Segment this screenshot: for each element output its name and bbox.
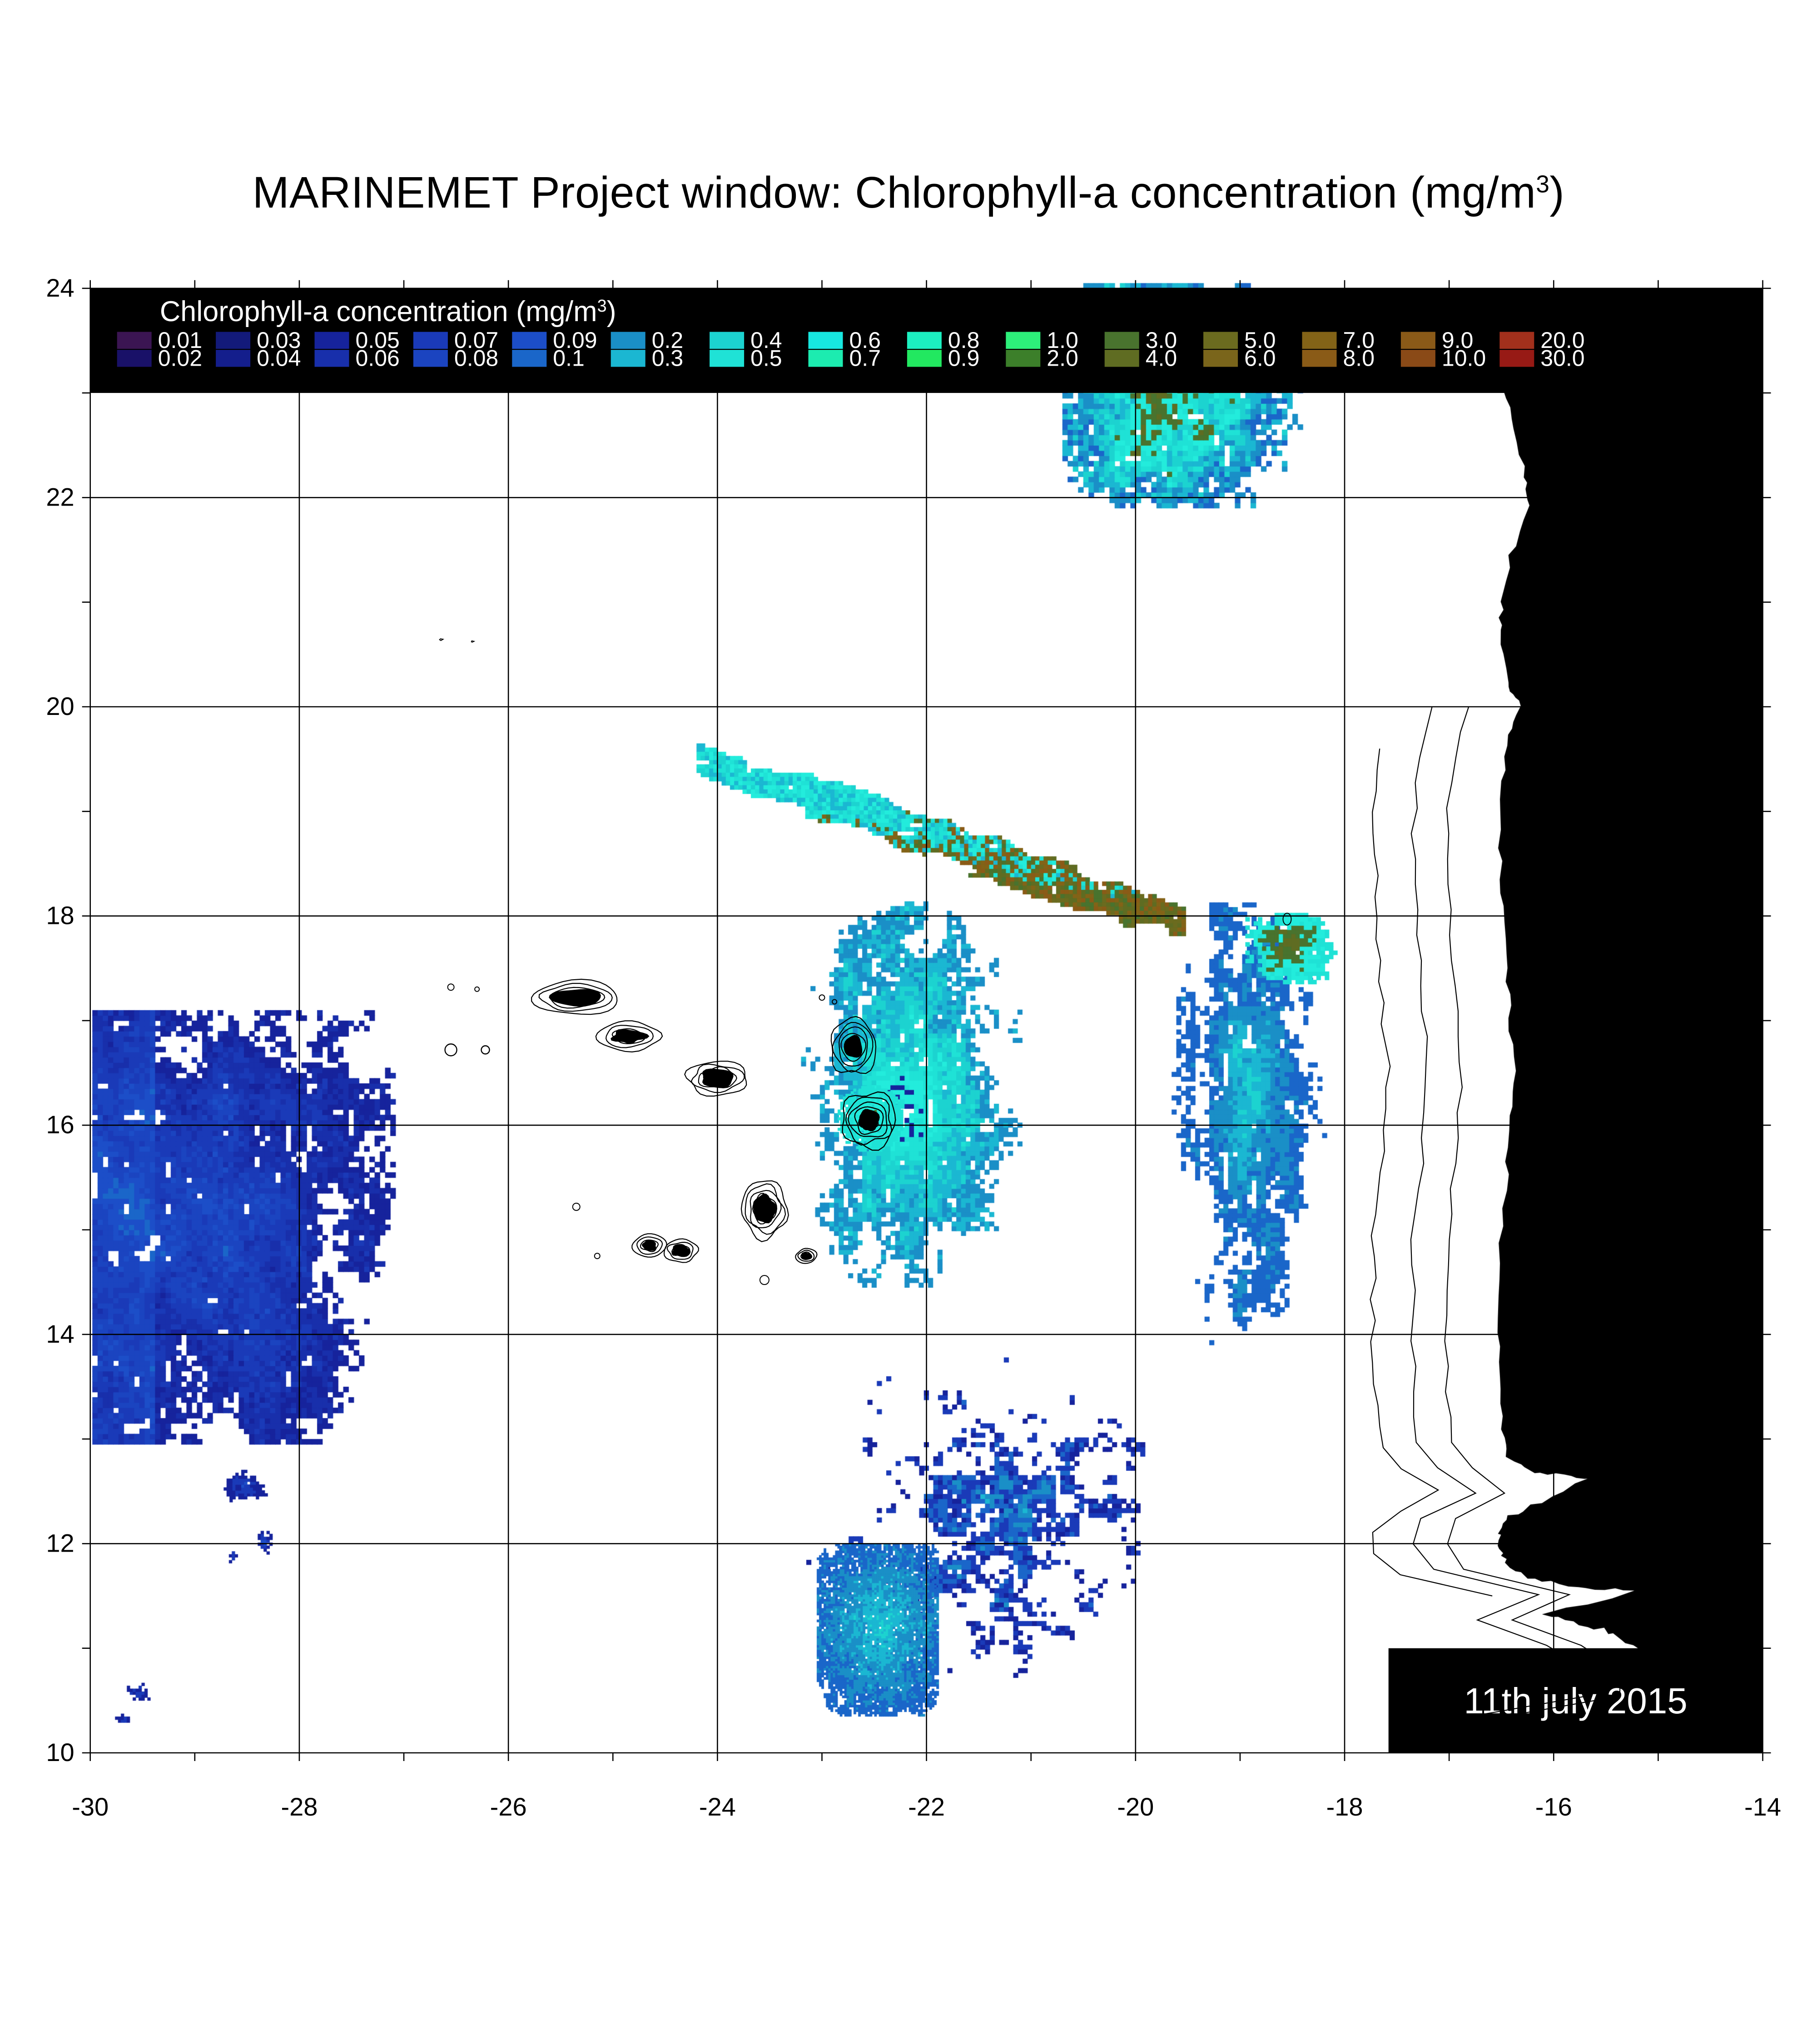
svg-text:0.7: 0.7 [849, 346, 881, 371]
svg-text:10.0: 10.0 [1442, 346, 1486, 371]
svg-text:0.1: 0.1 [553, 346, 585, 371]
svg-text:-26: -26 [490, 1792, 527, 1821]
svg-text:0.9: 0.9 [948, 346, 980, 371]
svg-text:8.0: 8.0 [1343, 346, 1375, 371]
svg-text:16: 16 [46, 1110, 74, 1139]
svg-text:22: 22 [46, 482, 74, 511]
svg-text:-14: -14 [1744, 1792, 1781, 1821]
svg-text:6.0: 6.0 [1244, 346, 1276, 371]
svg-text:20: 20 [46, 692, 74, 720]
svg-text:24: 24 [46, 273, 74, 302]
svg-text:11th july 2015: 11th july 2015 [1464, 1681, 1687, 1721]
svg-text:10: 10 [46, 1738, 74, 1766]
svg-text:-28: -28 [281, 1792, 318, 1821]
svg-text:0.04: 0.04 [257, 346, 301, 371]
svg-text:0.3: 0.3 [652, 346, 684, 371]
svg-text:12: 12 [46, 1528, 74, 1557]
svg-text:0.5: 0.5 [750, 346, 782, 371]
svg-text:18: 18 [46, 901, 74, 930]
svg-text:4.0: 4.0 [1146, 346, 1177, 371]
svg-text:-16: -16 [1535, 1792, 1572, 1821]
svg-text:-30: -30 [72, 1792, 109, 1821]
svg-text:30.0: 30.0 [1540, 346, 1584, 371]
svg-text:-24: -24 [699, 1792, 736, 1821]
svg-text:-20: -20 [1117, 1792, 1154, 1821]
svg-text:14: 14 [46, 1320, 74, 1348]
svg-text:0.02: 0.02 [158, 346, 202, 371]
svg-text:0.06: 0.06 [356, 346, 400, 371]
svg-text:-22: -22 [908, 1792, 945, 1821]
svg-text:0.08: 0.08 [454, 346, 498, 371]
svg-text:2.0: 2.0 [1047, 346, 1078, 371]
svg-text:-18: -18 [1326, 1792, 1363, 1821]
svg-text:Chlorophyll-a concentration (m: Chlorophyll-a concentration (mg/m3) [160, 296, 616, 327]
